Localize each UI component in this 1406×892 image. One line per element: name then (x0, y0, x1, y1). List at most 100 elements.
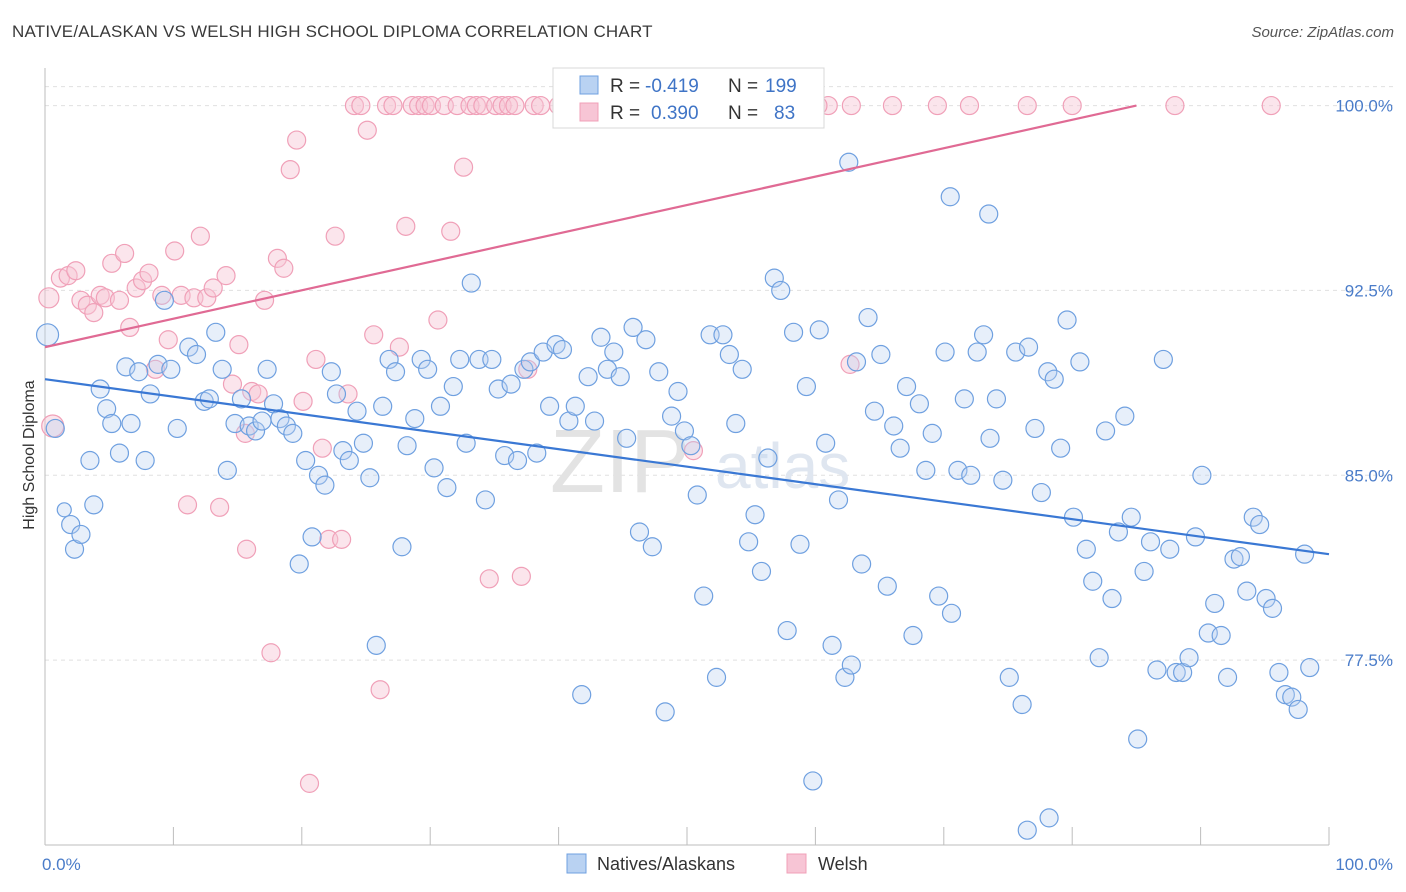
natives-point-193 (1282, 687, 1302, 707)
welsh-point-64 (441, 221, 461, 241)
natives-point-6 (80, 450, 100, 471)
natives-point-82 (572, 685, 592, 705)
natives-point-137 (922, 423, 942, 443)
legend-r-value-welsh: 0.390 (651, 103, 699, 124)
natives-point-148 (993, 470, 1013, 490)
natives-point-156 (1044, 369, 1064, 389)
welsh-point-22 (177, 495, 198, 515)
natives-point-194 (1288, 699, 1308, 720)
natives-point-136 (916, 460, 936, 480)
welsh-trendline (44, 104, 1137, 349)
natives-point-170 (1134, 561, 1154, 582)
welsh-point-32 (236, 539, 257, 559)
natives-point-158 (1057, 310, 1077, 330)
natives-point-161 (1076, 539, 1096, 559)
natives-point-165 (1102, 588, 1122, 609)
welsh-point-92 (1062, 95, 1082, 116)
natives-point-7 (84, 495, 104, 515)
natives-point-115 (783, 322, 804, 342)
natives-point-159 (1063, 507, 1084, 527)
x-tick-label-min: 0.0% (42, 855, 81, 874)
natives-point-65 (461, 273, 481, 293)
legend-r-value-natives: -0.419 (645, 76, 699, 97)
natives-point-129 (871, 344, 891, 365)
natives-point-71 (501, 374, 521, 394)
y-tick-labels: 77.5% 85.0% 92.5% 100.0% (1335, 97, 1393, 671)
y-tick-label-1: 85.0% (1345, 466, 1393, 485)
welsh-point-62 (428, 310, 448, 330)
natives-point-196 (839, 152, 859, 172)
welsh-point-19 (158, 330, 178, 350)
natives-point-36 (276, 416, 296, 436)
natives-point-130 (877, 576, 897, 596)
y-tick-label-2: 92.5% (1345, 281, 1393, 300)
natives-point-155 (1038, 362, 1058, 382)
welsh-point-70 (479, 569, 499, 589)
welsh-point-57 (396, 216, 416, 236)
natives-point-100 (687, 485, 707, 505)
natives-point-182 (1211, 625, 1231, 646)
welsh-point-53 (370, 680, 390, 700)
welsh-point-44 (312, 438, 332, 458)
welsh-point-94 (1261, 95, 1281, 116)
natives-point-119 (809, 320, 829, 340)
natives-point-177 (1179, 648, 1199, 668)
bottom-legend-swatch-welsh (786, 853, 807, 874)
welsh-point-5 (71, 290, 91, 310)
source-credit: Source: ZipAtlas.com (1251, 24, 1394, 41)
welsh-point-42 (299, 773, 320, 793)
natives-point-2 (56, 502, 72, 518)
natives-point-83 (578, 367, 598, 387)
natives-point-43 (321, 362, 341, 382)
welsh-point-17 (145, 359, 166, 379)
natives-point-50 (366, 635, 386, 655)
natives-point-124 (841, 655, 861, 675)
natives-point-49 (360, 468, 380, 488)
welsh-point-14 (126, 278, 146, 298)
legend-r-label-welsh: R = (610, 103, 640, 124)
natives-point-104 (713, 325, 733, 345)
natives-point-126 (852, 554, 872, 574)
welsh-point-47 (332, 529, 352, 549)
natives-point-201 (1300, 657, 1320, 678)
natives-point-48 (353, 433, 374, 453)
natives-point-37 (283, 423, 303, 443)
natives-point-174 (1160, 539, 1180, 559)
natives-point-131 (884, 416, 904, 436)
trendlines (44, 104, 1330, 556)
welsh-point-46 (325, 226, 345, 246)
bottom-legend-label-welsh: Welsh (818, 854, 868, 874)
natives-point-95 (655, 702, 675, 722)
natives-point-52 (379, 349, 399, 370)
welsh-point-55 (383, 95, 403, 116)
natives-point-154 (1031, 482, 1051, 503)
natives-point-198 (979, 204, 999, 224)
natives-point-144 (967, 342, 987, 362)
welsh-point-89 (927, 95, 947, 116)
natives-point-164 (1095, 421, 1116, 441)
natives-point-163 (1089, 648, 1109, 668)
natives-point-110 (751, 561, 772, 582)
natives-point-146 (980, 428, 1000, 448)
natives-point-89 (617, 428, 637, 448)
welsh-point-15 (132, 270, 153, 291)
natives-point-168 (1121, 507, 1141, 527)
welsh-point-2 (50, 268, 71, 288)
natives-point-1 (45, 418, 65, 439)
welsh-point-48 (338, 384, 358, 404)
natives-point-97 (668, 381, 688, 402)
natives-point-111 (758, 448, 778, 468)
natives-point-74 (520, 352, 540, 372)
natives-point-9 (97, 399, 117, 419)
natives-point-14 (129, 362, 149, 382)
natives-point-45 (333, 441, 353, 461)
natives-point-63 (450, 349, 470, 370)
natives-point-106 (726, 413, 746, 434)
natives-point-166 (1108, 522, 1129, 542)
natives-point-141 (948, 460, 968, 480)
natives-point-42 (315, 475, 335, 495)
natives-point-169 (1128, 729, 1148, 749)
natives-point-138 (929, 586, 949, 606)
natives-point-39 (296, 450, 316, 471)
